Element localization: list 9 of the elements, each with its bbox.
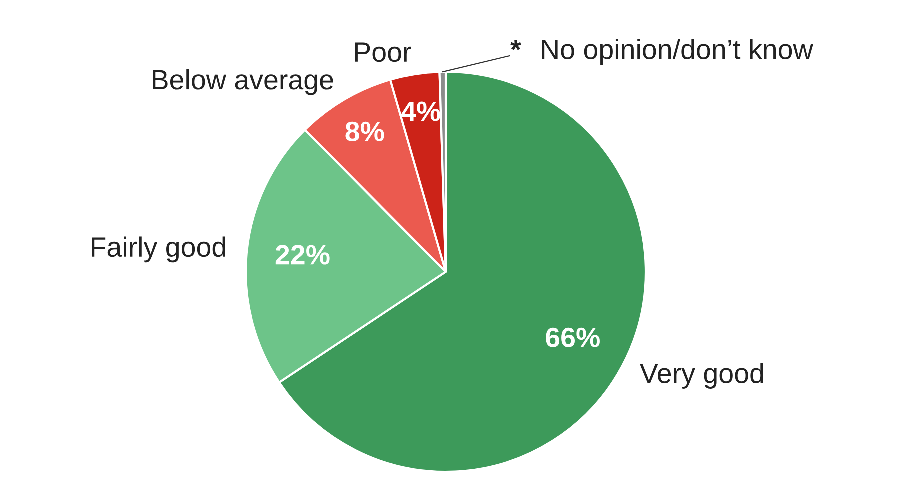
data-label: 8% [346,122,384,142]
slice-label: Below average [153,69,334,96]
data-label: 66% [546,328,600,348]
data-label: * [510,40,522,50]
slice-label: Very good [640,363,764,389]
data-label: 22% [276,245,330,265]
slice-label: No opinion/don’t know [542,39,814,65]
slice-label: Fairly good [92,236,226,263]
slice-label: Poor [355,42,412,62]
